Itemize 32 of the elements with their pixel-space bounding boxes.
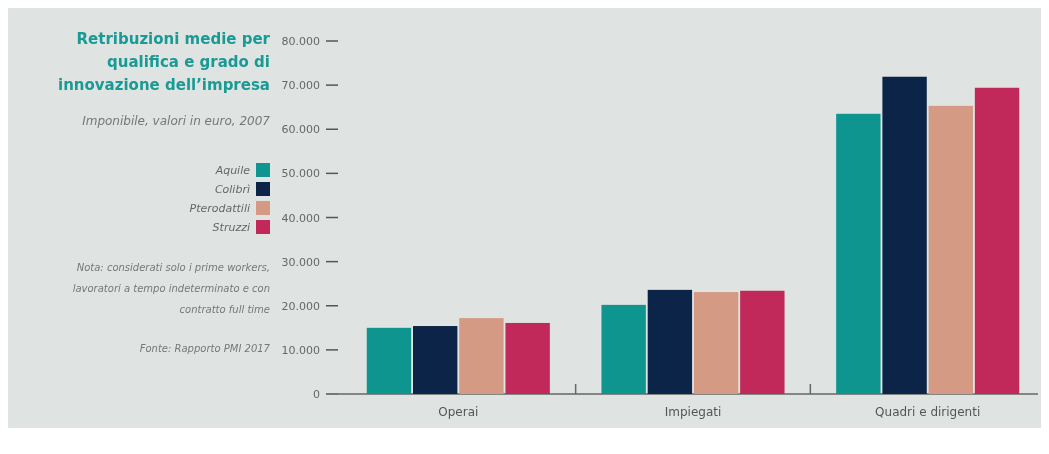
y-tick-label: 70.000 — [281, 79, 320, 93]
bar — [974, 87, 1020, 394]
y-tick-label: 20.000 — [281, 299, 320, 313]
bar — [647, 289, 693, 394]
bar — [836, 113, 881, 394]
y-tick-label: 40.000 — [281, 211, 320, 225]
x-tick-label: Impiegati — [664, 405, 722, 419]
source-note: Fonte: Rapporto PMI 2017 — [139, 343, 271, 354]
x-tick-label: Quadri e dirigenti — [875, 405, 981, 419]
y-tick-label: 80.000 — [281, 35, 320, 48]
x-tick-label: Operai — [438, 405, 479, 419]
legend-label: Colibrì — [214, 183, 250, 196]
y-tick-label: 50.000 — [281, 167, 320, 181]
y-tick-label: 60.000 — [281, 123, 320, 137]
text: Imponibile, valori in euro, 2007 — [82, 114, 271, 128]
legend-label: Pterodattili — [189, 202, 250, 215]
legend-label: Struzzi — [212, 221, 250, 234]
bar — [459, 318, 504, 394]
bar — [505, 322, 550, 394]
bar — [882, 76, 927, 394]
y-tick-label: 0 — [313, 388, 320, 401]
text: Retribuzioni medie per qualifica e grado di innovazione dell’impresa — [58, 30, 271, 94]
bar — [366, 327, 412, 394]
bar — [601, 304, 646, 394]
y-tick-label: 10.000 — [281, 343, 320, 357]
text: Nota: considerati solo i prime workers, lavoratori a tempo indeterminato e con contratto full time — [72, 262, 270, 315]
bar — [693, 292, 739, 394]
legend-label: Aquile — [214, 164, 251, 177]
bar — [740, 290, 785, 394]
bar — [413, 326, 458, 394]
y-tick-label: 30.000 — [281, 255, 320, 269]
bar — [928, 105, 973, 394]
